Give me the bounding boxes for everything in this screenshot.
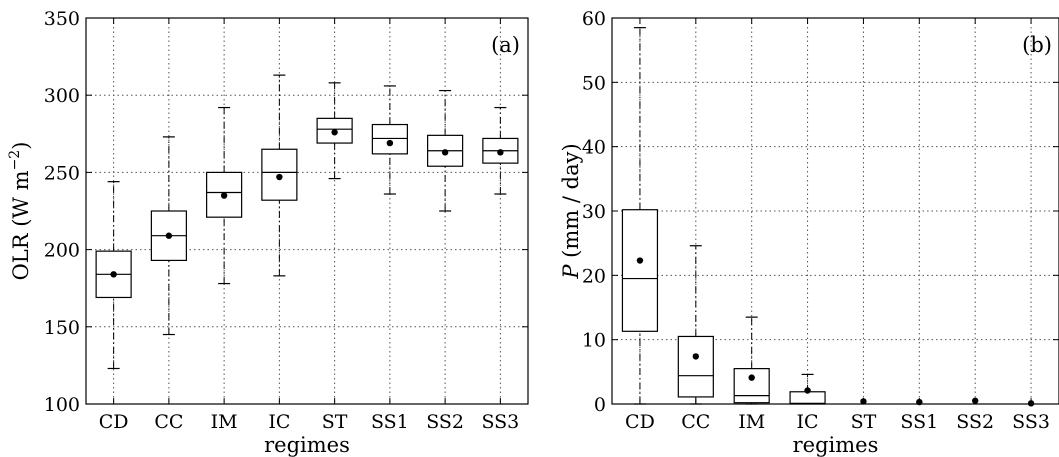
x-tick-label: CC bbox=[154, 411, 183, 433]
x-tick-label: SS1 bbox=[371, 411, 409, 433]
y-tick-label: 350 bbox=[44, 8, 80, 30]
mean-point bbox=[971, 397, 979, 404]
y-axis-label: OLR (W m−2) bbox=[7, 142, 33, 281]
mean-point bbox=[331, 129, 338, 136]
x-tick-label: ST bbox=[322, 411, 348, 433]
panel-a-olr: 100 150 200 250 300 350 CD CC IM IC ST SS1 SS2 SS3 (a)… bbox=[7, 8, 529, 457]
box-iqr bbox=[677, 335, 714, 398]
y-tick-label: 50 bbox=[582, 72, 606, 94]
box-iqr bbox=[371, 123, 408, 155]
x-tick-label: CD bbox=[625, 411, 655, 433]
x-tick-label: IM bbox=[738, 411, 765, 433]
y-tick-label: 150 bbox=[44, 317, 80, 339]
plot-frame bbox=[611, 17, 1059, 405]
box-iqr bbox=[621, 209, 659, 332]
mean-point bbox=[165, 232, 173, 239]
mean-point bbox=[497, 149, 504, 156]
plot-frame bbox=[85, 17, 529, 405]
y-axis-label-text: (mm / day) bbox=[559, 143, 583, 264]
x-tick-label: CC bbox=[681, 411, 710, 433]
mean-point bbox=[441, 149, 449, 156]
y-tick-label: 40 bbox=[582, 137, 606, 159]
x-axis-label: regimes bbox=[793, 433, 879, 457]
y-tick-label: 250 bbox=[44, 162, 80, 184]
x-tick-label: ST bbox=[851, 411, 877, 433]
panel-label: (b) bbox=[1022, 33, 1052, 57]
x-axis-label: regimes bbox=[264, 433, 350, 457]
y-tick-label: 60 bbox=[582, 8, 606, 30]
y-tick-label: 300 bbox=[44, 85, 80, 107]
mean-point bbox=[386, 139, 394, 147]
panel-label: (a) bbox=[491, 33, 520, 57]
y-tick-label: 10 bbox=[582, 330, 606, 352]
x-tick-label: IC bbox=[797, 411, 819, 433]
mean-point bbox=[748, 374, 755, 381]
mean-point bbox=[1027, 400, 1035, 407]
y-tick-label: 200 bbox=[44, 240, 80, 262]
y-axis-label-symbol: P bbox=[559, 264, 583, 280]
mean-point bbox=[804, 387, 811, 394]
mean-point bbox=[110, 271, 117, 278]
y-axis-label-close: ) bbox=[9, 142, 33, 150]
y-tick-label: 100 bbox=[44, 394, 80, 416]
mean-point bbox=[220, 192, 228, 199]
mean-point bbox=[276, 173, 283, 181]
y-axis-label: P (mm / day) bbox=[559, 143, 583, 279]
x-tick-label: CD bbox=[99, 411, 129, 433]
y-tick-label: 20 bbox=[582, 265, 606, 287]
x-tick-label: SS2 bbox=[426, 411, 464, 433]
y-axis-label-text: OLR (W m bbox=[9, 170, 33, 280]
y-axis-label-superscript: −2 bbox=[7, 150, 23, 171]
x-tick-label: IM bbox=[211, 411, 238, 433]
mean-point bbox=[692, 353, 700, 360]
x-tick-label: SS3 bbox=[1012, 411, 1050, 433]
x-tick-label: SS3 bbox=[481, 411, 519, 433]
y-tick-label: 30 bbox=[582, 201, 606, 223]
panel-b-precipitation: 0 10 20 30 40 50 60 CD CC IM IC ST SS1 SS2 SS3 (b) regim… bbox=[559, 8, 1059, 457]
box-iqr bbox=[733, 368, 770, 404]
mean-point bbox=[636, 257, 644, 264]
mean-point bbox=[860, 398, 867, 405]
x-tick-label: SS2 bbox=[956, 411, 994, 433]
y-tick-label: 0 bbox=[594, 394, 606, 416]
x-tick-label: SS1 bbox=[900, 411, 938, 433]
x-tick-label: IC bbox=[268, 411, 290, 433]
